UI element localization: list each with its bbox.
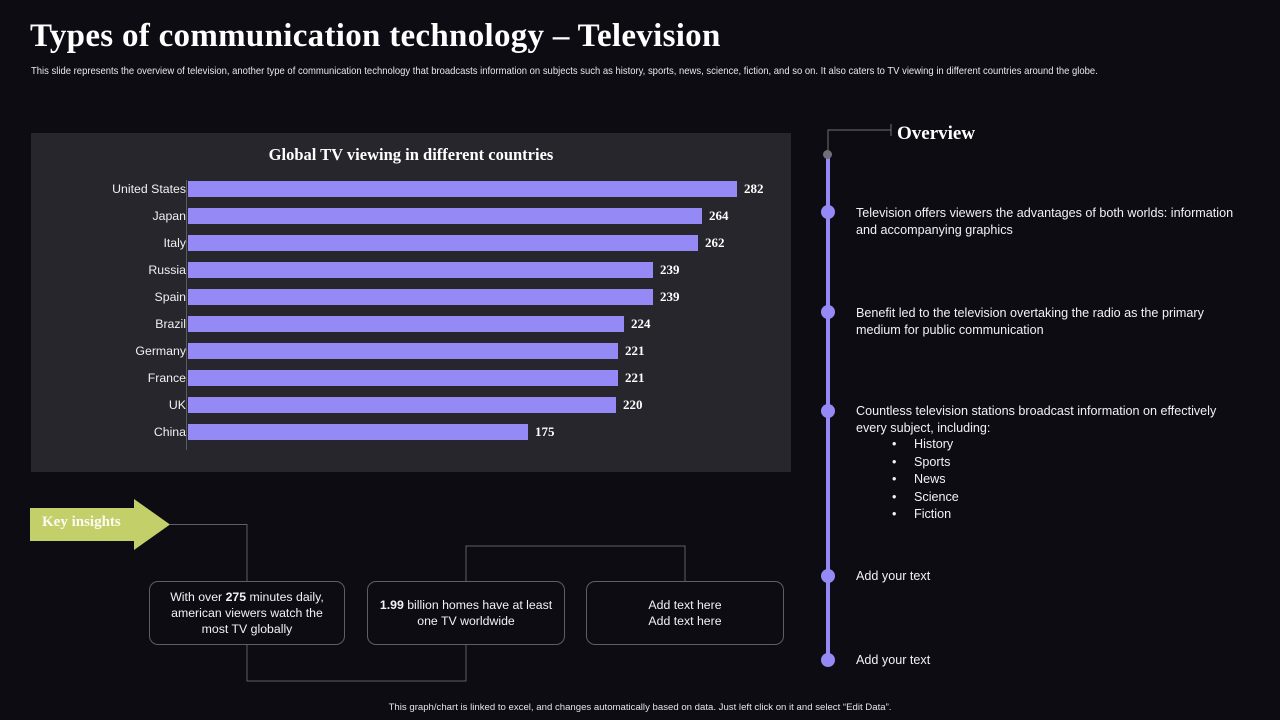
chart-axis-line <box>186 180 187 450</box>
insight-box-text: 1.99 billion homes have at least one TV … <box>378 597 554 629</box>
timeline-item-body: Television offers viewers the advantages… <box>856 206 1234 237</box>
chart-category-label: Japan <box>152 209 186 223</box>
timeline-item-text: Add your text <box>856 568 1236 585</box>
chart-bar[interactable] <box>188 235 698 251</box>
chart-bar[interactable] <box>188 370 618 386</box>
timeline-item-body: Add your text <box>856 569 931 583</box>
chart-value-label: 224 <box>631 316 651 331</box>
timeline-item-text: Benefit led to the television overtaking… <box>856 305 1236 338</box>
chart-bar-row: Spain 239 <box>31 288 791 315</box>
chart-value-label: 239 <box>660 289 680 304</box>
chart-bar-row: United States 282 <box>31 180 791 207</box>
insight-box-text: Add text here Add text here <box>648 597 721 629</box>
chart-panel: Global TV viewing in different countries… <box>31 133 791 472</box>
timeline-head-dot <box>823 150 832 159</box>
chart-bar[interactable] <box>188 181 737 197</box>
chart-category-label: China <box>153 425 186 439</box>
key-insights-label: Key insights <box>42 514 121 530</box>
timeline-bullet-item: Science <box>856 489 1236 507</box>
insight-box-text: With over 275 minutes daily, american vi… <box>160 589 334 637</box>
chart-bar[interactable] <box>188 343 618 359</box>
chart-bar-row: UK 220 <box>31 396 791 423</box>
chart-bar[interactable] <box>188 316 624 332</box>
chart-value-label: 221 <box>625 370 645 385</box>
chart-bar-track: 262 <box>188 235 791 251</box>
chart-category-label: Italy <box>163 236 186 250</box>
chart-bar-track: 221 <box>188 343 791 359</box>
insight-box: 1.99 billion homes have at least one TV … <box>367 581 565 645</box>
chart-bar-row: France 221 <box>31 369 791 396</box>
chart-bar-row: Russia 239 <box>31 261 791 288</box>
insight-prefix: With over <box>170 590 226 604</box>
chart-bar-track: 220 <box>188 397 791 413</box>
chart-bar[interactable] <box>188 208 702 224</box>
timeline-item-text: Add your text <box>856 652 1236 669</box>
chart-bar-track: 175 <box>188 424 791 440</box>
chart-value-label: 239 <box>660 262 680 277</box>
timeline-dot[interactable] <box>821 653 835 667</box>
chart-value-label: 262 <box>705 235 725 250</box>
chart-plot-area: United States 282 Japan 264 Italy 262 Russia 23… <box>31 180 791 455</box>
chart-category-label: Russia <box>148 263 186 277</box>
timeline-bullet-item: History <box>856 436 1236 454</box>
page-subtitle: This slide represents the overview of te… <box>31 66 1098 77</box>
chart-bar-row: Germany 221 <box>31 342 791 369</box>
chart-bar-row: China 175 <box>31 423 791 450</box>
timeline-item-body: Benefit led to the television overtaking… <box>856 306 1204 337</box>
chart-bar[interactable] <box>188 424 528 440</box>
insight-highlight: 275 <box>225 590 247 604</box>
chart-category-label: France <box>147 371 186 385</box>
chart-value-label: 264 <box>709 208 729 223</box>
chart-bar-track: 264 <box>188 208 791 224</box>
timeline-bullet-item: Sports <box>856 454 1236 472</box>
chart-bar-row: Italy 262 <box>31 234 791 261</box>
chart-bar-track: 239 <box>188 262 791 278</box>
chart-value-label: 220 <box>623 397 643 412</box>
chart-value-label: 175 <box>535 424 555 439</box>
timeline-dot[interactable] <box>821 569 835 583</box>
page-title: Types of communication technology – Tele… <box>30 18 721 54</box>
chart-category-label: Spain <box>154 290 186 304</box>
chart-bar-track: 282 <box>188 181 791 197</box>
timeline-dot[interactable] <box>821 205 835 219</box>
timeline-item-text: Countless television stations broadcast … <box>856 403 1236 524</box>
chart-bar-row: Japan 264 <box>31 207 791 234</box>
chart-category-label: Germany <box>135 344 186 358</box>
insight-box: With over 275 minutes daily, american vi… <box>149 581 345 645</box>
chart-bar[interactable] <box>188 289 653 305</box>
timeline-item-text: Television offers viewers the advantages… <box>856 205 1236 238</box>
chart-bar[interactable] <box>188 262 653 278</box>
timeline-bullet-item: News <box>856 471 1236 489</box>
chart-bar[interactable] <box>188 397 616 413</box>
insight-line: Add text here <box>648 598 722 612</box>
timeline-bullet-item: Fiction <box>856 506 1236 524</box>
timeline-item-body: Add your text <box>856 653 931 667</box>
insight-suffix: billion homes have at least one TV world… <box>403 598 553 628</box>
chart-bar-track: 221 <box>188 370 791 386</box>
timeline-bullet-list: HistorySportsNewsScienceFiction <box>856 436 1236 524</box>
chart-footnote: This graph/chart is linked to excel, and… <box>388 702 892 713</box>
chart-value-label: 221 <box>625 343 645 358</box>
chart-bar-track: 224 <box>188 316 791 332</box>
chart-category-label: Brazil <box>155 317 186 331</box>
overview-heading: Overview <box>897 123 976 144</box>
insight-suffix: minutes daily, american viewers watch th… <box>171 590 324 636</box>
chart-bar-row: Brazil 224 <box>31 315 791 342</box>
chart-bar-track: 239 <box>188 289 791 305</box>
insight-line: Add text here <box>648 614 722 628</box>
insight-box: Add text here Add text here <box>586 581 784 645</box>
insight-highlight: 1.99 <box>379 598 404 612</box>
timeline-dot[interactable] <box>821 404 835 418</box>
timeline-item-body: Countless television stations broadcast … <box>856 404 1217 435</box>
timeline-dot[interactable] <box>821 305 835 319</box>
chart-value-label: 282 <box>744 181 764 196</box>
chart-category-label: United States <box>112 182 186 196</box>
chart-title: Global TV viewing in different countries <box>268 145 554 164</box>
chart-category-label: UK <box>168 398 186 412</box>
